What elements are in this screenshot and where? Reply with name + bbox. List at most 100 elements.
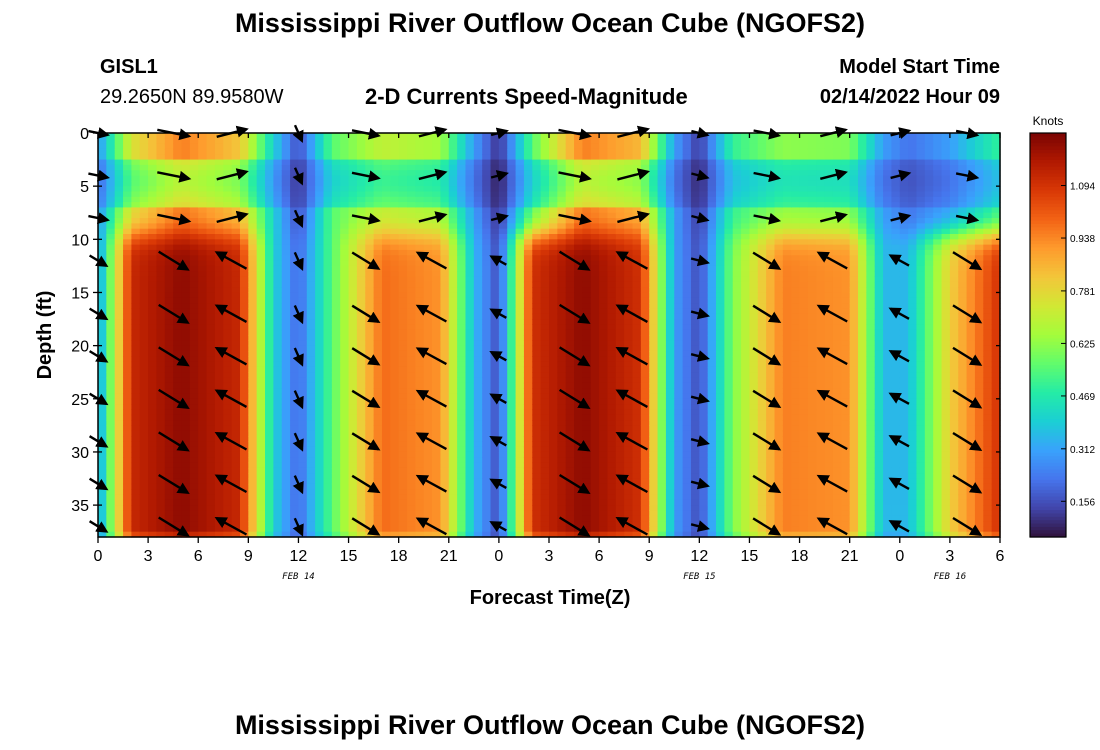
current-vector-arrow xyxy=(752,432,782,451)
current-vector-arrow xyxy=(351,212,381,225)
current-vector-arrow xyxy=(489,393,507,405)
y-tick-label: 15 xyxy=(71,285,89,302)
current-vector-arrow xyxy=(292,209,304,228)
x-tick-label: 0 xyxy=(494,548,503,565)
current-vector-arrow xyxy=(157,170,192,183)
current-vector-arrow xyxy=(558,431,591,452)
current-vector-arrow xyxy=(558,213,592,226)
colorbar-tick-label: 0.938 xyxy=(1070,234,1095,245)
y-tick-label: 35 xyxy=(71,498,89,515)
x-tick-label: 12 xyxy=(290,548,308,565)
current-vector-arrow xyxy=(752,304,782,324)
current-vector-arrow xyxy=(158,303,190,324)
current-vector-arrow xyxy=(952,389,983,409)
current-vector-arrow xyxy=(952,474,983,494)
current-vector-arrow xyxy=(558,473,591,494)
current-vector-arrow xyxy=(753,170,782,183)
chart-subtitle: 2-D Currents Speed-Magnitude xyxy=(365,84,688,109)
current-vector-arrow xyxy=(690,435,710,447)
current-vector-arrow xyxy=(292,517,304,537)
current-vector-arrow xyxy=(820,168,848,181)
current-vector-arrow xyxy=(816,389,848,408)
current-vector-arrow xyxy=(888,392,910,405)
x-tick-label: 18 xyxy=(791,548,809,565)
x-tick-label: 9 xyxy=(244,548,253,565)
x-tick-label: 0 xyxy=(94,548,103,565)
current-vector-arrow xyxy=(690,307,710,320)
current-vector-arrow xyxy=(816,432,848,451)
x-tick-label: 15 xyxy=(340,548,358,565)
current-vector-arrow xyxy=(617,168,651,181)
current-vector-arrow xyxy=(415,304,447,323)
current-vector-arrow xyxy=(158,431,190,452)
current-vector-arrow xyxy=(214,389,248,408)
current-vector-arrow xyxy=(952,346,983,366)
current-vector-arrow xyxy=(691,169,710,182)
speed-heatmap xyxy=(98,133,1001,538)
x-tick-label: 21 xyxy=(841,548,859,565)
current-vector-arrow xyxy=(752,251,782,270)
x-tick-label: 6 xyxy=(595,548,604,565)
y-tick-label: 0 xyxy=(80,126,89,143)
current-vector-arrow xyxy=(615,251,648,270)
date-label: FEB 16 xyxy=(934,572,967,582)
current-vector-arrow xyxy=(351,389,381,409)
current-vector-arrow xyxy=(690,392,710,405)
x-axis-label: Forecast Time(Z) xyxy=(470,587,631,609)
current-vector-arrow xyxy=(216,210,249,224)
current-vector-arrow xyxy=(890,212,912,224)
current-vector-arrow xyxy=(214,432,248,451)
y-axis-label: Depth (ft) xyxy=(34,291,56,380)
current-vector-arrow xyxy=(292,251,304,271)
current-vector-arrow xyxy=(158,250,190,271)
current-vector-arrow xyxy=(292,305,304,325)
x-tick-label: 12 xyxy=(690,548,708,565)
current-vector-arrow xyxy=(214,346,248,366)
current-vector-arrow xyxy=(292,347,304,367)
current-vector-arrow xyxy=(490,212,509,225)
current-vector-arrow xyxy=(690,254,710,267)
colorbar-label: Knots xyxy=(1033,114,1064,128)
current-vector-arrow xyxy=(489,478,507,490)
current-vector-arrow xyxy=(888,435,910,448)
current-vector-arrow xyxy=(752,474,782,494)
current-vector-arrow xyxy=(214,251,248,270)
current-vector-arrow xyxy=(415,474,447,493)
current-vector-arrow xyxy=(351,347,381,366)
current-vector-arrow xyxy=(752,389,782,409)
current-vector-arrow xyxy=(615,432,648,451)
current-vector-arrow xyxy=(952,516,983,536)
current-vector-arrow xyxy=(691,211,710,224)
colorbar-tick-label: 0.781 xyxy=(1070,287,1095,298)
current-vector-arrow xyxy=(816,347,848,366)
current-vector-arrow xyxy=(489,255,507,267)
current-vector-arrow xyxy=(890,169,912,182)
current-vector-arrow xyxy=(888,307,910,320)
colorbar-tick-label: 0.312 xyxy=(1070,445,1095,456)
current-vector-arrow xyxy=(888,477,910,490)
current-vector-arrow xyxy=(351,432,381,451)
date-label: FEB 15 xyxy=(683,572,716,582)
current-vector-arrow xyxy=(214,517,248,536)
current-vector-arrow xyxy=(216,168,249,181)
current-vector-arrow xyxy=(489,308,507,320)
current-vector-arrow xyxy=(820,211,848,224)
current-vector-arrow xyxy=(351,517,381,536)
date-label: FEB 14 xyxy=(282,572,315,582)
station-coords: 29.2650N 89.9580W xyxy=(100,86,284,108)
x-tick-label: 21 xyxy=(440,548,458,565)
y-tick-label: 10 xyxy=(71,232,89,249)
current-vector-arrow xyxy=(415,517,447,536)
y-tick-label: 5 xyxy=(80,179,89,196)
current-vector-arrow xyxy=(615,474,648,494)
current-vector-arrow xyxy=(158,516,190,537)
current-vector-arrow xyxy=(214,474,248,494)
x-axis: 0 3 6 9 12 15 18 21 0 3 6 9 12 15 18 21 0 3 6 FEB 14 FEB 15 F… xyxy=(94,133,1005,582)
current-vector-arrow xyxy=(816,251,848,270)
current-vector-arrow xyxy=(615,517,648,536)
current-vector-arrow xyxy=(558,170,592,183)
current-vector-arrow xyxy=(816,474,848,493)
current-vector-arrow xyxy=(292,432,304,452)
colorbar-tick-label: 0.156 xyxy=(1070,497,1095,508)
current-vector-arrow xyxy=(418,168,448,181)
